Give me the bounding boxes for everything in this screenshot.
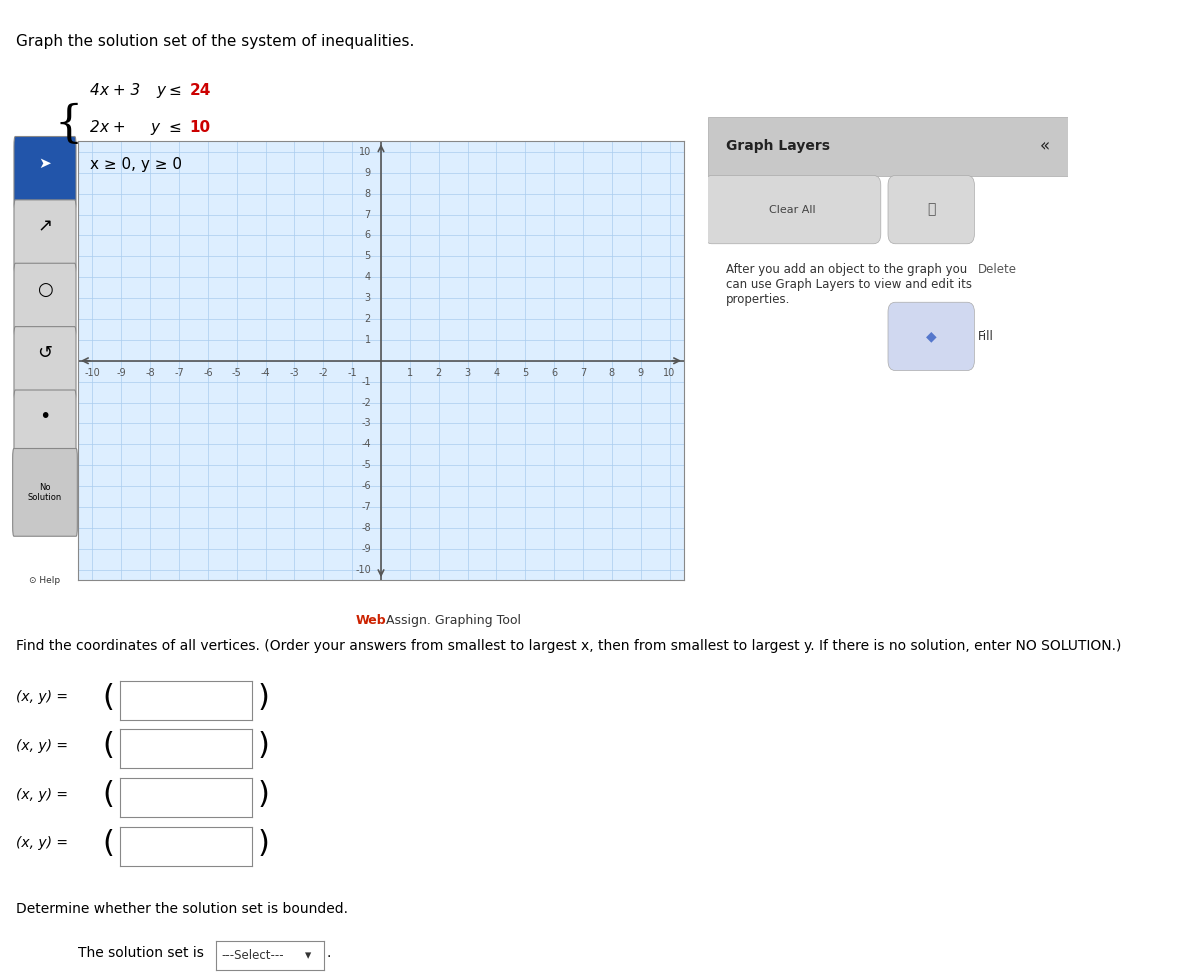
Text: -3: -3 <box>361 418 371 428</box>
Text: 4: 4 <box>365 272 371 282</box>
Text: Graph the solution set of the system of inequalities.: Graph the solution set of the system of … <box>16 34 414 49</box>
Text: ↗: ↗ <box>37 217 53 236</box>
Text: {: { <box>54 102 83 145</box>
FancyBboxPatch shape <box>13 448 77 536</box>
Text: -1: -1 <box>347 368 356 378</box>
Text: Web: Web <box>355 614 386 627</box>
Text: ): ) <box>258 780 270 809</box>
Text: (x, y) =: (x, y) = <box>16 739 67 753</box>
Text: 6: 6 <box>551 368 557 378</box>
Text: x +: x + <box>100 120 136 135</box>
Text: (: ( <box>102 682 114 712</box>
Text: -10: -10 <box>84 368 101 378</box>
Text: -8: -8 <box>361 523 371 533</box>
Text: 8: 8 <box>365 188 371 199</box>
Text: 2: 2 <box>365 314 371 324</box>
Text: Delete: Delete <box>978 263 1016 276</box>
Text: 8: 8 <box>608 368 614 378</box>
Text: -1: -1 <box>361 376 371 387</box>
Text: -10: -10 <box>355 565 371 574</box>
Text: -7: -7 <box>174 368 184 378</box>
Text: y: y <box>156 83 166 98</box>
Text: 2: 2 <box>436 368 442 378</box>
Text: «: « <box>1040 137 1050 155</box>
Text: ≤: ≤ <box>168 83 181 98</box>
Text: 7: 7 <box>365 210 371 219</box>
Text: Determine whether the solution set is bounded.: Determine whether the solution set is bo… <box>16 902 348 916</box>
FancyBboxPatch shape <box>14 390 76 463</box>
Text: The solution set is: The solution set is <box>78 946 204 959</box>
Text: x + 3: x + 3 <box>100 83 140 98</box>
Text: Clear All: Clear All <box>769 205 816 214</box>
Text: ): ) <box>258 731 270 760</box>
Text: 4: 4 <box>90 83 100 98</box>
Text: 🗑: 🗑 <box>928 203 935 216</box>
Text: (: ( <box>102 731 114 760</box>
Text: 1: 1 <box>407 368 413 378</box>
Text: ≤: ≤ <box>168 120 181 135</box>
FancyBboxPatch shape <box>888 176 974 244</box>
Text: 7: 7 <box>580 368 586 378</box>
Text: -4: -4 <box>260 368 270 378</box>
Text: -9: -9 <box>361 544 371 554</box>
Text: 1: 1 <box>365 334 371 345</box>
Text: ): ) <box>258 829 270 858</box>
Text: No
Solution: No Solution <box>28 483 62 502</box>
Text: (x, y) =: (x, y) = <box>16 690 67 704</box>
Text: ➤: ➤ <box>38 156 52 171</box>
Text: ↺: ↺ <box>37 344 53 363</box>
FancyBboxPatch shape <box>14 136 76 210</box>
Text: Graph Layers: Graph Layers <box>726 139 830 153</box>
Text: x ≥ 0, y ≥ 0: x ≥ 0, y ≥ 0 <box>90 157 182 172</box>
Text: ): ) <box>258 682 270 712</box>
FancyBboxPatch shape <box>14 263 76 336</box>
Text: 5: 5 <box>522 368 528 378</box>
Text: -5: -5 <box>361 460 371 470</box>
Text: Assign. Graphing Tool: Assign. Graphing Tool <box>386 614 522 627</box>
FancyBboxPatch shape <box>704 176 881 244</box>
Text: 4: 4 <box>493 368 499 378</box>
Text: •: • <box>40 408 50 426</box>
Text: ▾: ▾ <box>305 949 311 962</box>
Text: -8: -8 <box>145 368 155 378</box>
FancyBboxPatch shape <box>14 327 76 400</box>
Text: 2: 2 <box>90 120 100 135</box>
Text: 3: 3 <box>464 368 470 378</box>
Text: 10: 10 <box>190 120 211 135</box>
Text: 5: 5 <box>365 252 371 261</box>
Text: -9: -9 <box>116 368 126 378</box>
Text: ○: ○ <box>37 281 53 299</box>
Text: 3: 3 <box>365 293 371 303</box>
Text: -3: -3 <box>289 368 299 378</box>
Text: -6: -6 <box>361 481 371 491</box>
Text: -6: -6 <box>203 368 212 378</box>
Text: Fill: Fill <box>978 330 994 343</box>
Text: (x, y) =: (x, y) = <box>16 788 67 801</box>
Text: ◆: ◆ <box>926 330 936 343</box>
Text: 9: 9 <box>637 368 643 378</box>
FancyBboxPatch shape <box>888 302 974 370</box>
Text: 10: 10 <box>664 368 676 378</box>
Text: -2: -2 <box>361 398 371 408</box>
Text: -5: -5 <box>232 368 241 378</box>
Text: 24: 24 <box>190 83 211 98</box>
Text: After you add an object to the graph you
can use Graph Layers to view and edit i: After you add an object to the graph you… <box>726 263 972 306</box>
Text: y: y <box>150 120 158 135</box>
FancyBboxPatch shape <box>708 117 1068 176</box>
Text: -7: -7 <box>361 502 371 512</box>
Text: -4: -4 <box>361 440 371 449</box>
Text: 10: 10 <box>359 147 371 157</box>
Text: 6: 6 <box>365 230 371 241</box>
Text: 9: 9 <box>365 168 371 177</box>
Text: (x, y) =: (x, y) = <box>16 837 67 850</box>
FancyBboxPatch shape <box>14 200 76 273</box>
Text: .: . <box>326 946 331 959</box>
Text: (: ( <box>102 829 114 858</box>
Text: ⊙ Help: ⊙ Help <box>30 576 60 585</box>
Text: (: ( <box>102 780 114 809</box>
Text: ---Select---: ---Select--- <box>222 949 284 962</box>
Text: Find the coordinates of all vertices. (Order your answers from smallest to large: Find the coordinates of all vertices. (O… <box>16 639 1121 652</box>
Text: -2: -2 <box>318 368 328 378</box>
